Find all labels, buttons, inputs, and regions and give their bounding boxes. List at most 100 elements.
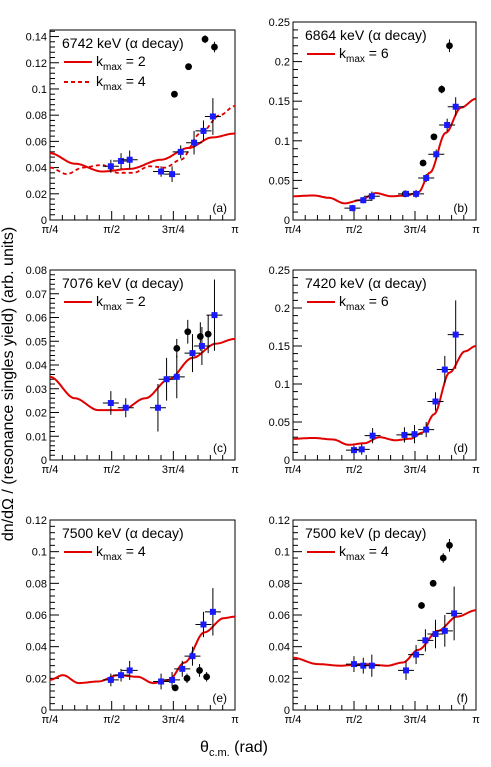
marker-square — [452, 103, 459, 110]
x-tick-label: 3π/4 — [162, 714, 185, 726]
data-point-blue — [436, 355, 453, 384]
marker-square — [189, 653, 196, 660]
marker-square — [350, 447, 357, 454]
y-tick-label: 0.06 — [26, 136, 47, 148]
marker-square — [432, 398, 439, 405]
y-tick-label: 0.14 — [26, 32, 47, 44]
data-point-blue — [117, 398, 134, 418]
data-point-blue — [417, 629, 434, 652]
panels-group: 0 0.02 0.04 0.06 0.08 0.1 0.12 0.14 π/4 π/2 3π/4 π 6… — [26, 17, 481, 726]
marker-circle — [196, 333, 204, 340]
data-point-black — [171, 684, 179, 692]
data-point-blue — [408, 645, 425, 665]
data-point-black — [211, 41, 218, 53]
marker-circle — [185, 63, 192, 71]
data-point-blue — [168, 355, 185, 399]
x-tick-label: π/4 — [42, 224, 59, 236]
data-point-black — [429, 579, 437, 587]
legend-label: kmax = 4 — [96, 543, 146, 563]
data-point-blue — [363, 654, 380, 677]
marker-circle — [438, 85, 446, 93]
panel-title: 7420 keV (α decay) — [305, 275, 427, 291]
marker-square — [350, 661, 357, 668]
data-point-blue — [355, 197, 372, 204]
marker-square — [451, 610, 458, 617]
y-tick-label: 0.04 — [26, 360, 47, 372]
marker-square — [433, 151, 440, 158]
y-tick-label: 0.04 — [269, 642, 290, 654]
data-point-blue — [195, 611, 212, 638]
legend-value: = 2 — [122, 293, 146, 309]
x-tick-label: 3π/4 — [404, 714, 427, 726]
marker-square — [163, 376, 170, 383]
marker-circle — [196, 667, 203, 674]
marker-square — [173, 373, 180, 380]
panel-title: 6864 keV (α decay) — [305, 27, 427, 43]
marker-square — [154, 404, 161, 411]
y-tick-label: 0.04 — [26, 163, 47, 175]
marker-square — [423, 175, 430, 182]
y-tick-label: 0.07 — [26, 289, 47, 301]
data-point-blue — [418, 422, 435, 438]
marker-circle — [211, 43, 218, 51]
marker-square — [402, 667, 409, 674]
y-tick-label: 0.06 — [26, 610, 47, 622]
chart-panel-e: 0 0.02 0.04 0.06 0.08 0.1 0.12 π/4 π/2 3π/4 π 7500 … — [26, 515, 240, 726]
y-tick-label: 0.12 — [26, 58, 47, 70]
marker-square — [200, 621, 207, 628]
data-point-blue — [396, 427, 413, 443]
fit-curve-solid — [293, 345, 476, 446]
marker-square — [368, 193, 375, 200]
data-point-blue — [172, 145, 189, 159]
y-tick-label: 0.15 — [269, 96, 290, 108]
x-tick-label: 3π/4 — [162, 464, 185, 476]
marker-circle — [418, 602, 425, 609]
x-tick-label: π/2 — [103, 714, 120, 726]
x-tick-label: 3π/4 — [404, 224, 427, 236]
legend-sub: max — [103, 552, 122, 563]
data-point-blue — [113, 668, 130, 682]
y-tick-label: 0.12 — [269, 515, 290, 527]
marker-circle — [430, 133, 438, 141]
data-point-blue — [121, 660, 138, 680]
legend-value: = 6 — [365, 45, 389, 61]
data-point-blue — [164, 166, 181, 182]
data-point-blue — [102, 673, 119, 687]
x-tick-label: π — [472, 714, 480, 726]
y-tick-label: 0.25 — [269, 17, 290, 29]
marker-square — [358, 446, 365, 453]
y-tick-label: 0.08 — [26, 265, 47, 277]
chart-panel-b: 0 0.05 0.1 0.15 0.2 0.25 π/4 π/2 3π/4 π 6864 keV (… — [269, 17, 481, 236]
marker-square — [413, 651, 420, 658]
data-point-blue — [204, 98, 221, 135]
x-tick-label: π/4 — [42, 464, 59, 476]
data-point-black — [184, 319, 192, 344]
chart-panel-d: 0 0.05 0.1 0.15 0.2 0.25 π/4 π/2 3π/4 π 7420 keV (… — [269, 265, 481, 476]
marker-square — [360, 662, 367, 669]
y-tick-label: 0.03 — [26, 384, 47, 396]
marker-circle — [446, 541, 453, 549]
marker-square — [107, 676, 114, 683]
data-point-black — [203, 672, 211, 682]
data-point-black — [204, 315, 212, 354]
y-tick-label: 0.05 — [269, 417, 290, 429]
legend-k: k — [339, 543, 347, 559]
panel-title: 7500 keV (α decay) — [62, 525, 184, 541]
data-point-blue — [439, 118, 456, 132]
marker-square — [432, 631, 439, 637]
data-point-blue — [447, 97, 464, 117]
x-tick-label: π — [472, 224, 480, 236]
data-point-black — [439, 553, 447, 563]
fit-curve-solid — [293, 609, 476, 667]
marker-square — [209, 608, 216, 615]
marker-square — [452, 331, 459, 338]
x-axis-title-unit: (rad) — [230, 739, 268, 756]
data-point-blue — [153, 673, 170, 690]
legend-sub: max — [103, 62, 122, 73]
marker-square — [369, 432, 376, 439]
x-axis-title-sub: c.m. — [209, 747, 230, 759]
legend-sub: max — [103, 82, 122, 93]
data-point-blue — [206, 279, 223, 351]
y-tick-label: 0.02 — [26, 408, 47, 420]
legend-label: kmax = 4 — [96, 73, 146, 93]
